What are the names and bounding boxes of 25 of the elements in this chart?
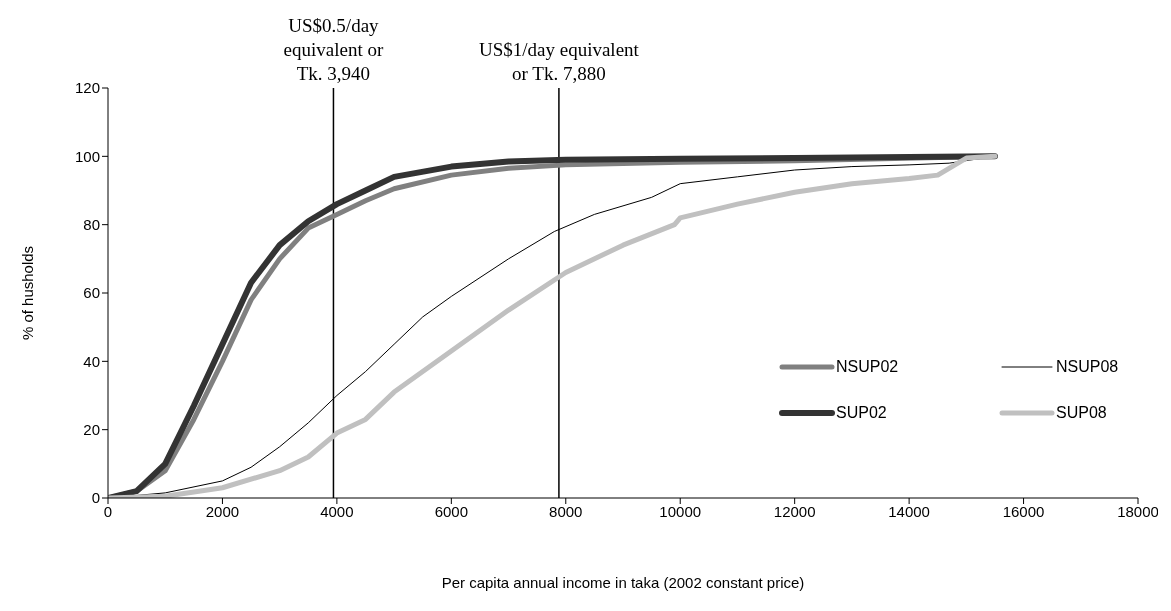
y-tick-label: 100 <box>74 147 100 165</box>
y-tick-label: 60 <box>83 284 100 302</box>
legend-label: NSUP02 <box>836 358 899 376</box>
legend-label: SUP08 <box>1056 404 1107 422</box>
x-tick-label: 2000 <box>205 502 240 520</box>
x-tick-label: 10000 <box>659 502 702 520</box>
x-axis-title: Per capita annual income in taka (2002 constant price) <box>441 574 805 591</box>
x-tick-label: 14000 <box>888 502 930 520</box>
ref-line-label: US$0.5/day equivalent or Tk. 3,940 <box>283 15 384 84</box>
x-tick-label: 0 <box>103 502 113 520</box>
y-tick-label: 20 <box>83 420 100 438</box>
ref-line-label: US$1/day equivalent or Tk. 7,880 <box>478 39 640 84</box>
y-tick-label: 120 <box>74 79 100 97</box>
x-tick-label: 6000 <box>434 502 469 520</box>
y-tick-label: 0 <box>91 489 100 507</box>
x-tick-label: 18000 <box>1117 502 1159 520</box>
legend-label: SUP02 <box>836 404 887 422</box>
x-tick-label: 16000 <box>1002 502 1045 520</box>
x-tick-label: 8000 <box>549 502 583 520</box>
y-axis-title: % of husholds <box>19 245 37 341</box>
y-tick-label: 80 <box>83 215 100 233</box>
x-tick-label: 4000 <box>320 502 354 520</box>
legend-label: NSUP08 <box>1056 358 1119 376</box>
y-tick-label: 40 <box>83 352 100 370</box>
x-tick-label: 12000 <box>773 502 816 520</box>
